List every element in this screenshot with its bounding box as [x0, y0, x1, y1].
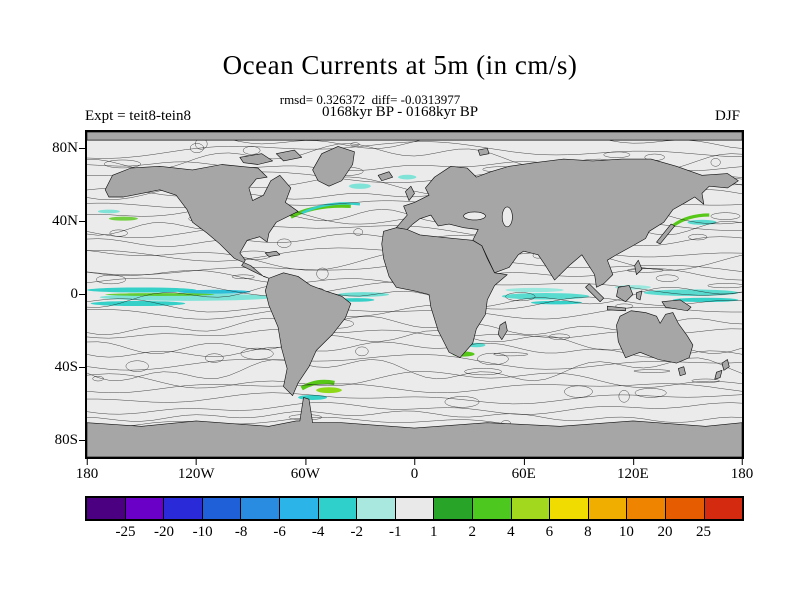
x-axis: 180 120W 60W 0 60E 120E 180 — [76, 459, 753, 485]
sumatra — [585, 283, 605, 303]
colorbar-tick-label: -6 — [273, 524, 286, 540]
colorbar-segment — [704, 498, 743, 519]
colorbar-segment — [357, 498, 396, 519]
x-tick-label: 60W — [290, 459, 320, 482]
new-zealand — [714, 370, 723, 380]
x-tick-label: 120E — [616, 459, 649, 482]
colorbar-segment — [279, 498, 319, 519]
antarctica — [87, 397, 742, 457]
colorbar-segment — [87, 498, 126, 519]
experiment-label: Expt = teit8-tein8 — [85, 108, 191, 124]
arctic-islands — [239, 153, 273, 165]
colorbar-tick-label: -2 — [350, 524, 363, 540]
colorbar-segment — [434, 498, 473, 519]
colorbar-segment — [511, 498, 551, 519]
anomaly-patches — [87, 174, 739, 400]
colorbar-tick-label: 6 — [545, 524, 554, 540]
colorbar-tick-label: -4 — [311, 524, 325, 540]
japan — [656, 223, 675, 245]
svalbard — [477, 147, 490, 156]
colorbar-tick-label: -1 — [388, 524, 402, 540]
colorbar-tick-label: -20 — [154, 524, 175, 540]
world-map-panel — [85, 130, 744, 459]
colorbar-segment — [627, 498, 666, 519]
colorbar-segment — [550, 498, 589, 519]
iceland — [377, 171, 393, 182]
colorbar-labels: -25 -20 -10 -8 -6 -4 -2 -1 1 2 4 6 8 10 20 25 — [87, 524, 742, 544]
y-tick-label: 80N — [30, 140, 85, 156]
colorbar-tick-label: -10 — [192, 524, 213, 540]
colorbar-segment — [395, 498, 435, 519]
colorbar-segment — [472, 498, 512, 519]
colorbar-segment — [202, 498, 242, 519]
colorbar-tick-label: -8 — [234, 524, 248, 540]
colorbar-tick-label: 20 — [657, 524, 673, 540]
x-tick-label: 120W — [177, 459, 215, 482]
colorbar-segment — [318, 498, 358, 519]
period-line: 0168kyr BP - 0168kyr BP — [321, 104, 479, 120]
new-guinea — [661, 299, 692, 312]
africa — [381, 227, 508, 359]
y-tick-label: 0 — [30, 286, 85, 302]
black-sea — [463, 211, 486, 221]
colorbar-segment — [164, 498, 203, 519]
colorbar-tick-label: 8 — [584, 524, 592, 540]
colorbar-tick-label: 2 — [468, 524, 477, 540]
season-label: DJF — [714, 108, 740, 124]
y-tick-label: 40N — [30, 213, 85, 229]
java — [607, 305, 626, 312]
colorbar-tick-label: 25 — [695, 524, 711, 540]
arctic-band — [87, 132, 742, 141]
stats-line: rmsd= 0.326372 diff= -0.0313977 — [279, 92, 461, 107]
colorbar-tick-label: 4 — [507, 524, 515, 540]
colorbar-segment — [125, 498, 165, 519]
x-tick-label: 0 — [410, 459, 419, 482]
y-tick-label: 80S — [30, 432, 85, 448]
tasmania — [678, 366, 686, 377]
x-tick-label: 180 — [730, 459, 754, 482]
colorbar-segment — [665, 498, 705, 519]
colorbar-tick-label: 10 — [618, 524, 634, 540]
colorbar-tick-label: 1 — [430, 524, 438, 540]
colorbar-tick-label: -25 — [115, 524, 136, 540]
philippines — [634, 259, 643, 275]
borneo — [616, 285, 634, 303]
colorbar-segment — [241, 498, 280, 519]
x-tick-label: 60E — [511, 459, 536, 482]
sulawesi — [636, 290, 643, 301]
cuba — [264, 250, 281, 257]
y-axis: 80N 40N 0 40S 80S — [30, 130, 85, 459]
y-tick-label: 40S — [30, 359, 85, 375]
new-zealand — [721, 359, 730, 371]
south-america — [264, 272, 352, 396]
australia — [616, 310, 694, 364]
world-map-svg — [87, 132, 742, 457]
greenland — [312, 146, 355, 187]
continents — [87, 132, 742, 457]
north-america — [104, 164, 299, 279]
colorbar — [85, 496, 744, 521]
arctic-islands — [275, 149, 303, 162]
x-tick-label: 180 — [75, 459, 99, 482]
figure-title: Ocean Currents at 5m (in cm/s) — [222, 50, 578, 80]
caspian-sea — [501, 206, 513, 228]
madagascar — [497, 321, 508, 340]
colorbar-segment — [588, 498, 628, 519]
united-kingdom — [405, 185, 415, 201]
